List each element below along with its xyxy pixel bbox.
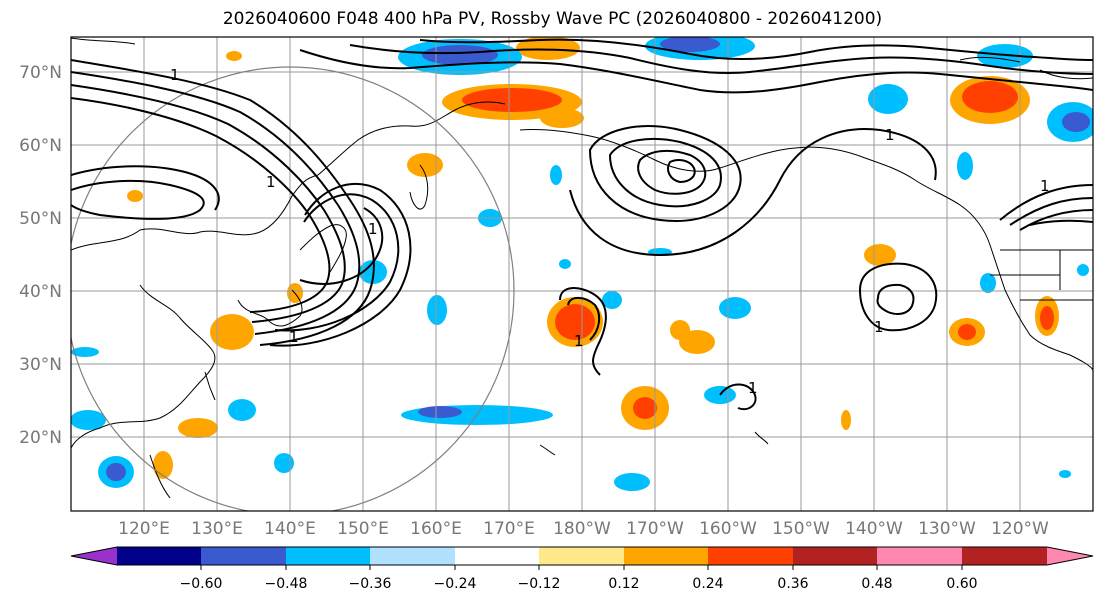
colorbar-tick-label: −0.24	[434, 576, 477, 592]
colorbar-segment	[370, 547, 455, 565]
lon-label: 130°E	[191, 519, 243, 539]
map-area: 1 1 1 1 1 1 1 1 1	[71, 37, 1093, 511]
contour-label: 1	[170, 66, 180, 84]
lat-label: 40°N	[19, 282, 62, 302]
map-frame	[70, 36, 1094, 512]
lat-label: 50°N	[19, 209, 62, 229]
colorbar-tick-label: 0.48	[861, 576, 892, 592]
lon-label: 170°W	[626, 519, 684, 539]
colorbar-segment	[286, 547, 370, 565]
colorbar-segment	[117, 547, 201, 565]
lon-label: 170°E	[483, 519, 535, 539]
colorbar-segment	[877, 547, 962, 565]
contour-label: 1	[885, 126, 895, 144]
lon-label: 160°W	[699, 519, 757, 539]
contour-label: 1	[748, 379, 758, 397]
great-circle	[71, 66, 515, 511]
contour-label: 1	[289, 328, 299, 346]
lat-label: 20°N	[19, 428, 62, 448]
colorbar-tick-label: −0.12	[518, 576, 561, 592]
colorbar-tick-label: 0.24	[692, 576, 723, 592]
lat-label: 30°N	[19, 355, 62, 375]
contour-labels: 1 1 1 1 1 1 1 1 1	[170, 66, 1050, 397]
longitude-labels: 120°E 130°E 140°E 150°E 160°E 170°E 180°…	[118, 519, 1049, 539]
colorbar-tick-label: 0.36	[777, 576, 808, 592]
plot-title: 2026040600 F048 400 hPa PV, Rossby Wave …	[222, 9, 883, 29]
lon-label: 160°E	[410, 519, 462, 539]
colorbar-segment	[201, 547, 286, 565]
lon-label: 120°E	[118, 519, 170, 539]
lon-label: 120°W	[991, 519, 1049, 539]
latitude-labels: 70°N 60°N 50°N 40°N 30°N 20°N	[19, 63, 62, 448]
colorbar-segment	[793, 547, 877, 565]
lon-label: 150°W	[772, 519, 830, 539]
colorbar-segment	[962, 547, 1047, 565]
positive-pv-anomalies	[127, 37, 1059, 479]
contour-label: 1	[574, 332, 584, 350]
contour-label: 1	[874, 318, 884, 336]
contour-label: 1	[266, 173, 276, 191]
colorbar-segment	[539, 547, 624, 565]
contour-label: 1	[1040, 177, 1050, 195]
colorbar-tick-label: 0.12	[608, 576, 639, 592]
pv-contours	[71, 38, 1093, 411]
lon-label: 130°W	[918, 519, 976, 539]
colorbar-segment	[624, 547, 708, 565]
lon-label: 150°E	[337, 519, 389, 539]
colorbar: −0.60 −0.48 −0.36 −0.24 −0.12 0.12 0.24 …	[70, 546, 1094, 592]
colorbar-high-extend	[1047, 547, 1093, 565]
lat-label: 70°N	[19, 63, 62, 83]
lon-label: 140°W	[845, 519, 903, 539]
colorbar-low-extend	[71, 547, 117, 565]
colorbar-tick-label: 0.60	[946, 576, 977, 592]
colorbar-tick-label: −0.36	[349, 576, 392, 592]
negative-pv-anomalies	[71, 37, 1093, 491]
colorbar-segment	[708, 547, 793, 565]
graticule	[71, 37, 1093, 511]
contour-label: 1	[368, 220, 378, 238]
lat-label: 60°N	[19, 136, 62, 156]
colorbar-tick-label: −0.60	[180, 576, 223, 592]
colorbar-tick-label: −0.48	[265, 576, 308, 592]
colorbar-segment	[455, 547, 539, 565]
lon-label: 140°E	[264, 519, 316, 539]
lon-label: 180°W	[553, 519, 611, 539]
